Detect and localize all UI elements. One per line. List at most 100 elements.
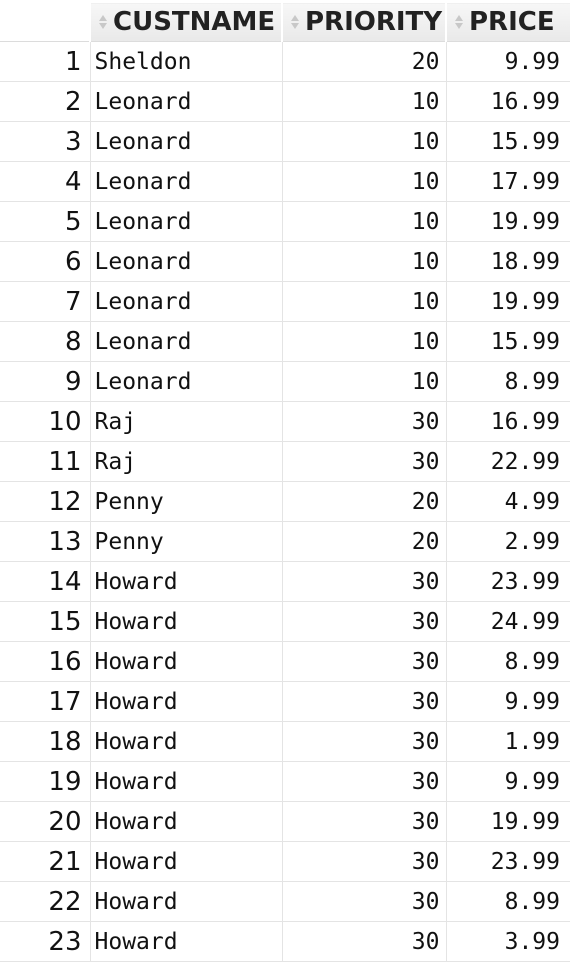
table-row[interactable]: 17 Howard 30 9.99 bbox=[0, 681, 570, 722]
cell-priority[interactable]: 10 bbox=[282, 201, 447, 242]
row-number[interactable]: 17 bbox=[0, 681, 91, 722]
cell-priority[interactable]: 10 bbox=[282, 241, 447, 282]
table-row[interactable]: 23 Howard 30 3.99 bbox=[0, 921, 570, 962]
row-number[interactable]: 13 bbox=[0, 521, 91, 562]
cell-price[interactable]: 18.99 bbox=[446, 241, 570, 282]
cell-price[interactable]: 9.99 bbox=[446, 41, 570, 82]
cell-custname[interactable]: Penny bbox=[90, 521, 283, 562]
cell-price[interactable]: 22.99 bbox=[446, 441, 570, 482]
row-number[interactable]: 21 bbox=[0, 841, 91, 882]
sort-arrows-icon[interactable] bbox=[93, 7, 113, 37]
row-number[interactable]: 23 bbox=[0, 921, 91, 962]
cell-price[interactable]: 8.99 bbox=[446, 641, 570, 682]
row-number[interactable]: 9 bbox=[0, 361, 91, 402]
row-number[interactable]: 2 bbox=[0, 81, 91, 122]
cell-priority[interactable]: 30 bbox=[282, 881, 447, 922]
table-row[interactable]: 8 Leonard 10 15.99 bbox=[0, 321, 570, 362]
cell-price[interactable]: 8.99 bbox=[446, 881, 570, 922]
row-number[interactable]: 12 bbox=[0, 481, 91, 522]
cell-custname[interactable]: Sheldon bbox=[90, 41, 283, 82]
cell-custname[interactable]: Howard bbox=[90, 681, 283, 722]
table-row[interactable]: 9 Leonard 10 8.99 bbox=[0, 361, 570, 402]
table-row[interactable]: 18 Howard 30 1.99 bbox=[0, 721, 570, 762]
cell-custname[interactable]: Howard bbox=[90, 881, 283, 922]
cell-priority[interactable]: 30 bbox=[282, 761, 447, 802]
cell-custname[interactable]: Leonard bbox=[90, 121, 283, 162]
row-number[interactable]: 6 bbox=[0, 241, 91, 282]
table-row[interactable]: 14 Howard 30 23.99 bbox=[0, 561, 570, 602]
table-row[interactable]: 5 Leonard 10 19.99 bbox=[0, 201, 570, 242]
table-row[interactable]: 2 Leonard 10 16.99 bbox=[0, 81, 570, 122]
cell-priority[interactable]: 30 bbox=[282, 721, 447, 762]
cell-custname[interactable]: Penny bbox=[90, 481, 283, 522]
row-number[interactable]: 15 bbox=[0, 601, 91, 642]
cell-price[interactable]: 3.99 bbox=[446, 921, 570, 962]
cell-price[interactable]: 8.99 bbox=[446, 361, 570, 402]
cell-price[interactable]: 1.99 bbox=[446, 721, 570, 762]
cell-price[interactable]: 19.99 bbox=[446, 201, 570, 242]
cell-priority[interactable]: 10 bbox=[282, 161, 447, 202]
table-row[interactable]: 3 Leonard 10 15.99 bbox=[0, 121, 570, 162]
cell-priority[interactable]: 10 bbox=[282, 361, 447, 402]
cell-priority[interactable]: 20 bbox=[282, 41, 447, 82]
table-row[interactable]: 20 Howard 30 19.99 bbox=[0, 801, 570, 842]
cell-price[interactable]: 16.99 bbox=[446, 81, 570, 122]
cell-priority[interactable]: 10 bbox=[282, 281, 447, 322]
cell-custname[interactable]: Leonard bbox=[90, 281, 283, 322]
table-row[interactable]: 1 Sheldon 20 9.99 bbox=[0, 41, 570, 82]
cell-priority[interactable]: 10 bbox=[282, 321, 447, 362]
table-row[interactable]: 7 Leonard 10 19.99 bbox=[0, 281, 570, 322]
cell-priority[interactable]: 10 bbox=[282, 121, 447, 162]
cell-priority[interactable]: 30 bbox=[282, 401, 447, 442]
cell-custname[interactable]: Howard bbox=[90, 841, 283, 882]
cell-priority[interactable]: 30 bbox=[282, 561, 447, 602]
row-number[interactable]: 16 bbox=[0, 641, 91, 682]
cell-custname[interactable]: Raj bbox=[90, 441, 283, 482]
cell-price[interactable]: 2.99 bbox=[446, 521, 570, 562]
cell-priority[interactable]: 30 bbox=[282, 601, 447, 642]
column-header-price[interactable]: PRICE bbox=[445, 0, 570, 42]
cell-custname[interactable]: Leonard bbox=[90, 241, 283, 282]
row-number[interactable]: 22 bbox=[0, 881, 91, 922]
cell-price[interactable]: 19.99 bbox=[446, 801, 570, 842]
cell-custname[interactable]: Leonard bbox=[90, 361, 283, 402]
sort-arrows-icon[interactable] bbox=[449, 7, 469, 37]
cell-priority[interactable]: 30 bbox=[282, 841, 447, 882]
table-row[interactable]: 13 Penny 20 2.99 bbox=[0, 521, 570, 562]
row-number[interactable]: 20 bbox=[0, 801, 91, 842]
cell-price[interactable]: 16.99 bbox=[446, 401, 570, 442]
table-row[interactable]: 19 Howard 30 9.99 bbox=[0, 761, 570, 802]
table-row[interactable]: 16 Howard 30 8.99 bbox=[0, 641, 570, 682]
row-number[interactable]: 14 bbox=[0, 561, 91, 602]
cell-price[interactable]: 9.99 bbox=[446, 681, 570, 722]
column-header-custname[interactable]: CUSTNAME bbox=[89, 0, 283, 42]
cell-priority[interactable]: 30 bbox=[282, 441, 447, 482]
cell-custname[interactable]: Howard bbox=[90, 801, 283, 842]
cell-custname[interactable]: Leonard bbox=[90, 201, 283, 242]
table-row[interactable]: 21 Howard 30 23.99 bbox=[0, 841, 570, 882]
table-row[interactable]: 15 Howard 30 24.99 bbox=[0, 601, 570, 642]
table-row[interactable]: 6 Leonard 10 18.99 bbox=[0, 241, 570, 282]
cell-priority[interactable]: 30 bbox=[282, 641, 447, 682]
cell-price[interactable]: 4.99 bbox=[446, 481, 570, 522]
sort-arrows-icon[interactable] bbox=[285, 7, 305, 37]
cell-priority[interactable]: 30 bbox=[282, 801, 447, 842]
cell-price[interactable]: 15.99 bbox=[446, 321, 570, 362]
cell-price[interactable]: 24.99 bbox=[446, 601, 570, 642]
cell-priority[interactable]: 30 bbox=[282, 921, 447, 962]
row-number[interactable]: 8 bbox=[0, 321, 91, 362]
cell-custname[interactable]: Howard bbox=[90, 641, 283, 682]
cell-custname[interactable]: Howard bbox=[90, 561, 283, 602]
cell-custname[interactable]: Howard bbox=[90, 761, 283, 802]
cell-price[interactable]: 19.99 bbox=[446, 281, 570, 322]
cell-price[interactable]: 9.99 bbox=[446, 761, 570, 802]
cell-custname[interactable]: Howard bbox=[90, 921, 283, 962]
row-number[interactable]: 1 bbox=[0, 41, 91, 82]
column-header-priority[interactable]: PRIORITY bbox=[281, 0, 447, 42]
row-number[interactable]: 19 bbox=[0, 761, 91, 802]
row-number[interactable]: 18 bbox=[0, 721, 91, 762]
cell-custname[interactable]: Leonard bbox=[90, 161, 283, 202]
row-number[interactable]: 11 bbox=[0, 441, 91, 482]
table-row[interactable]: 10 Raj 30 16.99 bbox=[0, 401, 570, 442]
cell-price[interactable]: 15.99 bbox=[446, 121, 570, 162]
